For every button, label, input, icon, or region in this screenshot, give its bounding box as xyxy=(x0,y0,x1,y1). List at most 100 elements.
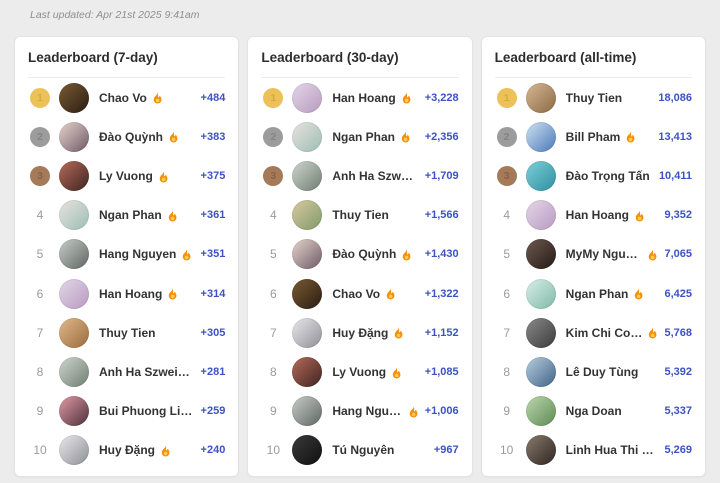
leaderboard-row[interactable]: 8 Lê Duy Tùng 5,392 xyxy=(495,352,692,391)
leaderboard-row[interactable]: 7 Huy Đặng +1,152 xyxy=(261,313,459,352)
score-value: +3,228 xyxy=(424,91,459,104)
leaderboard-row[interactable]: 3 Đào Trọng Tấn 10,411 xyxy=(495,156,692,195)
leaderboard-panel: Leaderboard (7-day) 1 Chao Vo +484 2 Đào… xyxy=(14,36,240,477)
leaderboards: Leaderboard (7-day) 1 Chao Vo +484 2 Đào… xyxy=(14,36,706,477)
fire-icon xyxy=(625,130,636,143)
rank-badge: 9 xyxy=(261,404,285,418)
rank-label: 8 xyxy=(36,365,44,380)
avatar xyxy=(525,200,556,231)
rank-badge: 1 xyxy=(495,87,519,108)
leaderboard-row[interactable]: 10 Huy Đặng +240 xyxy=(28,431,225,470)
score-value: 5,269 xyxy=(664,444,692,457)
rank-badge: 5 xyxy=(261,247,285,261)
member-name: Hang Nguyen xyxy=(332,404,403,419)
leaderboard-row[interactable]: 10 Linh Hua Thi Thuy 5,269 xyxy=(495,431,692,470)
panel-title: Leaderboard (30-day) xyxy=(261,50,459,78)
rank-badge: 5 xyxy=(495,247,519,261)
score-value: 10,411 xyxy=(658,170,692,182)
score-value: +1,322 xyxy=(424,287,459,300)
medal-icon: 3 xyxy=(496,166,517,186)
leaderboard-row[interactable]: 6 Chao Vo +1,322 xyxy=(261,274,459,313)
rank-badge: 4 xyxy=(28,208,52,222)
avatar xyxy=(525,317,556,348)
leaderboard-row[interactable]: 4 Thuy Tien +1,566 xyxy=(261,196,459,235)
avatar xyxy=(292,239,323,270)
leaderboard-row[interactable]: 9 Bui Phuong Linh +259 xyxy=(28,392,225,431)
leaderboard-row[interactable]: 5 Hang Nguyen +351 xyxy=(28,235,225,274)
fire-icon xyxy=(400,130,411,143)
score-value: 13,413 xyxy=(658,130,692,143)
medal-icon: 1 xyxy=(30,87,50,108)
avatar xyxy=(59,278,89,309)
leaderboard-row[interactable]: 6 Ngan Phan 6,425 xyxy=(495,274,692,313)
rank-label: 4 xyxy=(503,208,510,223)
rank-badge: 10 xyxy=(495,443,519,457)
leaderboard-row[interactable]: 4 Ngan Phan +361 xyxy=(28,196,225,235)
leaderboard-row[interactable]: 1 Han Hoang +3,228 xyxy=(261,78,459,117)
member-name: Linh Hua Thi Thuy xyxy=(565,443,659,458)
rank-badge: 1 xyxy=(28,87,52,108)
leaderboard-row[interactable]: 4 Han Hoang 9,352 xyxy=(495,196,692,235)
fire-icon xyxy=(391,365,402,379)
rank-label: 6 xyxy=(503,286,510,301)
member-name: Đào Quỳnh xyxy=(99,129,164,144)
rank-label: 5 xyxy=(36,247,44,262)
rank-label: 4 xyxy=(269,208,277,223)
member-name: Huy Đặng xyxy=(332,325,389,340)
avatar xyxy=(525,435,556,466)
rank-badge: 1 xyxy=(261,87,285,108)
rank-label: 8 xyxy=(503,365,510,380)
leaderboard-row[interactable]: 2 Đào Quỳnh +383 xyxy=(28,117,225,156)
rank-label: 7 xyxy=(269,325,277,340)
leaderboard-row[interactable]: 8 Ly Vuong +1,085 xyxy=(261,352,459,391)
score-value: 7,065 xyxy=(664,248,692,261)
score-value: +375 xyxy=(200,170,226,182)
avatar xyxy=(525,396,556,427)
leaderboard-row[interactable]: 5 MyMy Nguyên 7,065 xyxy=(495,235,692,274)
rank-label: 10 xyxy=(33,443,47,458)
avatar xyxy=(59,435,89,466)
score-value: +240 xyxy=(200,444,226,457)
score-value: +1,566 xyxy=(424,209,459,222)
leaderboard-row[interactable]: 7 Kim Chi Copyw... 5,768 xyxy=(495,313,692,352)
rank-badge: 8 xyxy=(495,365,519,379)
score-value: 5,337 xyxy=(664,405,692,418)
fire-icon xyxy=(181,247,192,261)
rank-badge: 7 xyxy=(261,326,285,340)
score-value: 18,086 xyxy=(658,91,692,104)
member-name: Ngan Phan xyxy=(332,129,395,144)
member-name: Han Hoang xyxy=(332,90,396,105)
member-name: Lê Duy Tùng xyxy=(565,365,639,380)
rank-badge: 2 xyxy=(495,126,519,147)
leaderboard-row[interactable]: 6 Han Hoang +314 xyxy=(28,274,225,313)
member-name: Ly Vuong xyxy=(99,169,153,183)
leaderboard-row[interactable]: 7 Thuy Tien +305 xyxy=(28,313,225,352)
fire-icon xyxy=(393,326,404,339)
leaderboard-row[interactable]: 5 Đào Quỳnh +1,430 xyxy=(261,235,459,274)
rank-label: 5 xyxy=(503,247,510,262)
avatar xyxy=(59,82,89,113)
member-name: Han Hoang xyxy=(565,208,629,223)
fire-icon xyxy=(401,91,412,104)
leaderboard-row[interactable]: 1 Chao Vo +484 xyxy=(28,78,225,117)
fire-icon xyxy=(408,404,419,418)
leaderboard-row[interactable]: 10 Tú Nguyên +967 xyxy=(261,431,459,470)
member-name: Đào Quỳnh xyxy=(332,247,397,262)
rank-badge: 2 xyxy=(28,126,52,147)
leaderboard-row[interactable]: 9 Hang Nguyen +1,006 xyxy=(261,392,459,431)
medal-icon: 2 xyxy=(496,126,517,147)
leaderboard-row[interactable]: 1 Thuy Tien 18,086 xyxy=(495,78,692,117)
leaderboard-row[interactable]: 2 Bill Pham 13,413 xyxy=(495,117,692,156)
rank-label: 8 xyxy=(269,365,277,380)
leaderboard-row[interactable]: 8 Anh Ha Szweistis +281 xyxy=(28,352,225,391)
member-name: Hang Nguyen xyxy=(99,247,177,262)
fire-icon xyxy=(401,247,412,261)
avatar xyxy=(292,200,323,231)
member-name: Anh Ha Szweistis xyxy=(99,365,195,380)
leaderboard-row[interactable]: 3 Ly Vuong +375 xyxy=(28,156,225,195)
leaderboard-row[interactable]: 3 Anh Ha Szweistis +1,709 xyxy=(261,156,459,195)
medal-icon: 2 xyxy=(263,126,284,147)
rank-badge: 5 xyxy=(28,247,52,261)
leaderboard-row[interactable]: 9 Nga Doan 5,337 xyxy=(495,392,692,431)
leaderboard-row[interactable]: 2 Ngan Phan +2,356 xyxy=(261,117,459,156)
